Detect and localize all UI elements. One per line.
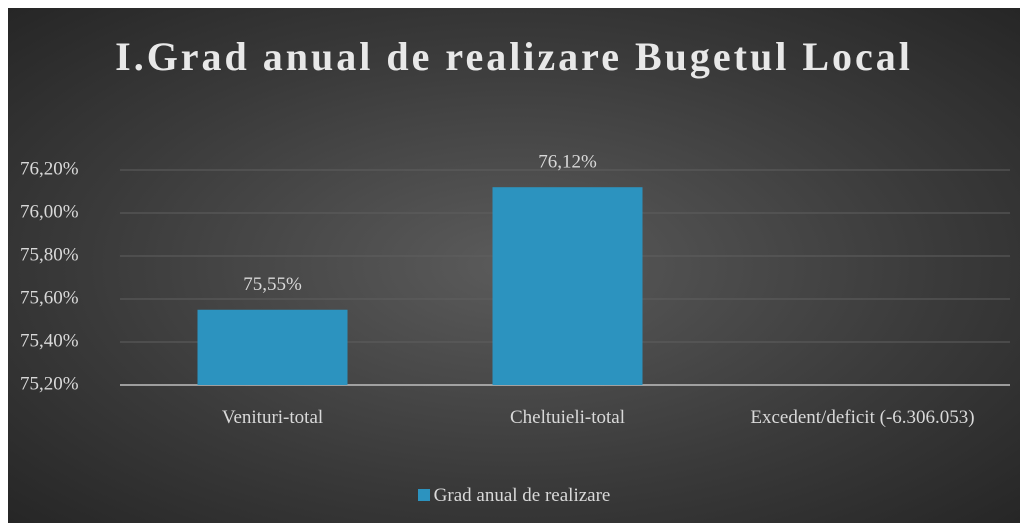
data-label: 75,55% — [243, 274, 302, 295]
bar — [197, 309, 348, 385]
y-tick-label: 75,40% — [20, 330, 79, 351]
y-tick-label: 76,20% — [20, 158, 79, 179]
y-tick-label: 75,80% — [20, 244, 79, 265]
y-tick-label: 75,20% — [20, 373, 79, 394]
chart-title: I.Grad anual de realizare Bugetul Local — [115, 34, 913, 79]
x-tick-label: Venituri-total — [221, 407, 324, 428]
data-label: 76,12% — [538, 152, 597, 173]
legend-swatch — [417, 489, 430, 501]
legend-label: Grad anual de realizare — [433, 485, 611, 506]
bar — [492, 187, 643, 385]
legend: Grad anual de realizare — [0, 485, 1028, 507]
x-tick-label: Cheltuieli-total — [509, 407, 626, 428]
y-tick-label: 76,00% — [20, 201, 79, 222]
x-tick-label: Excedent/deficit (-6.306.053) — [750, 407, 975, 428]
y-tick-label: 75,60% — [20, 287, 79, 308]
